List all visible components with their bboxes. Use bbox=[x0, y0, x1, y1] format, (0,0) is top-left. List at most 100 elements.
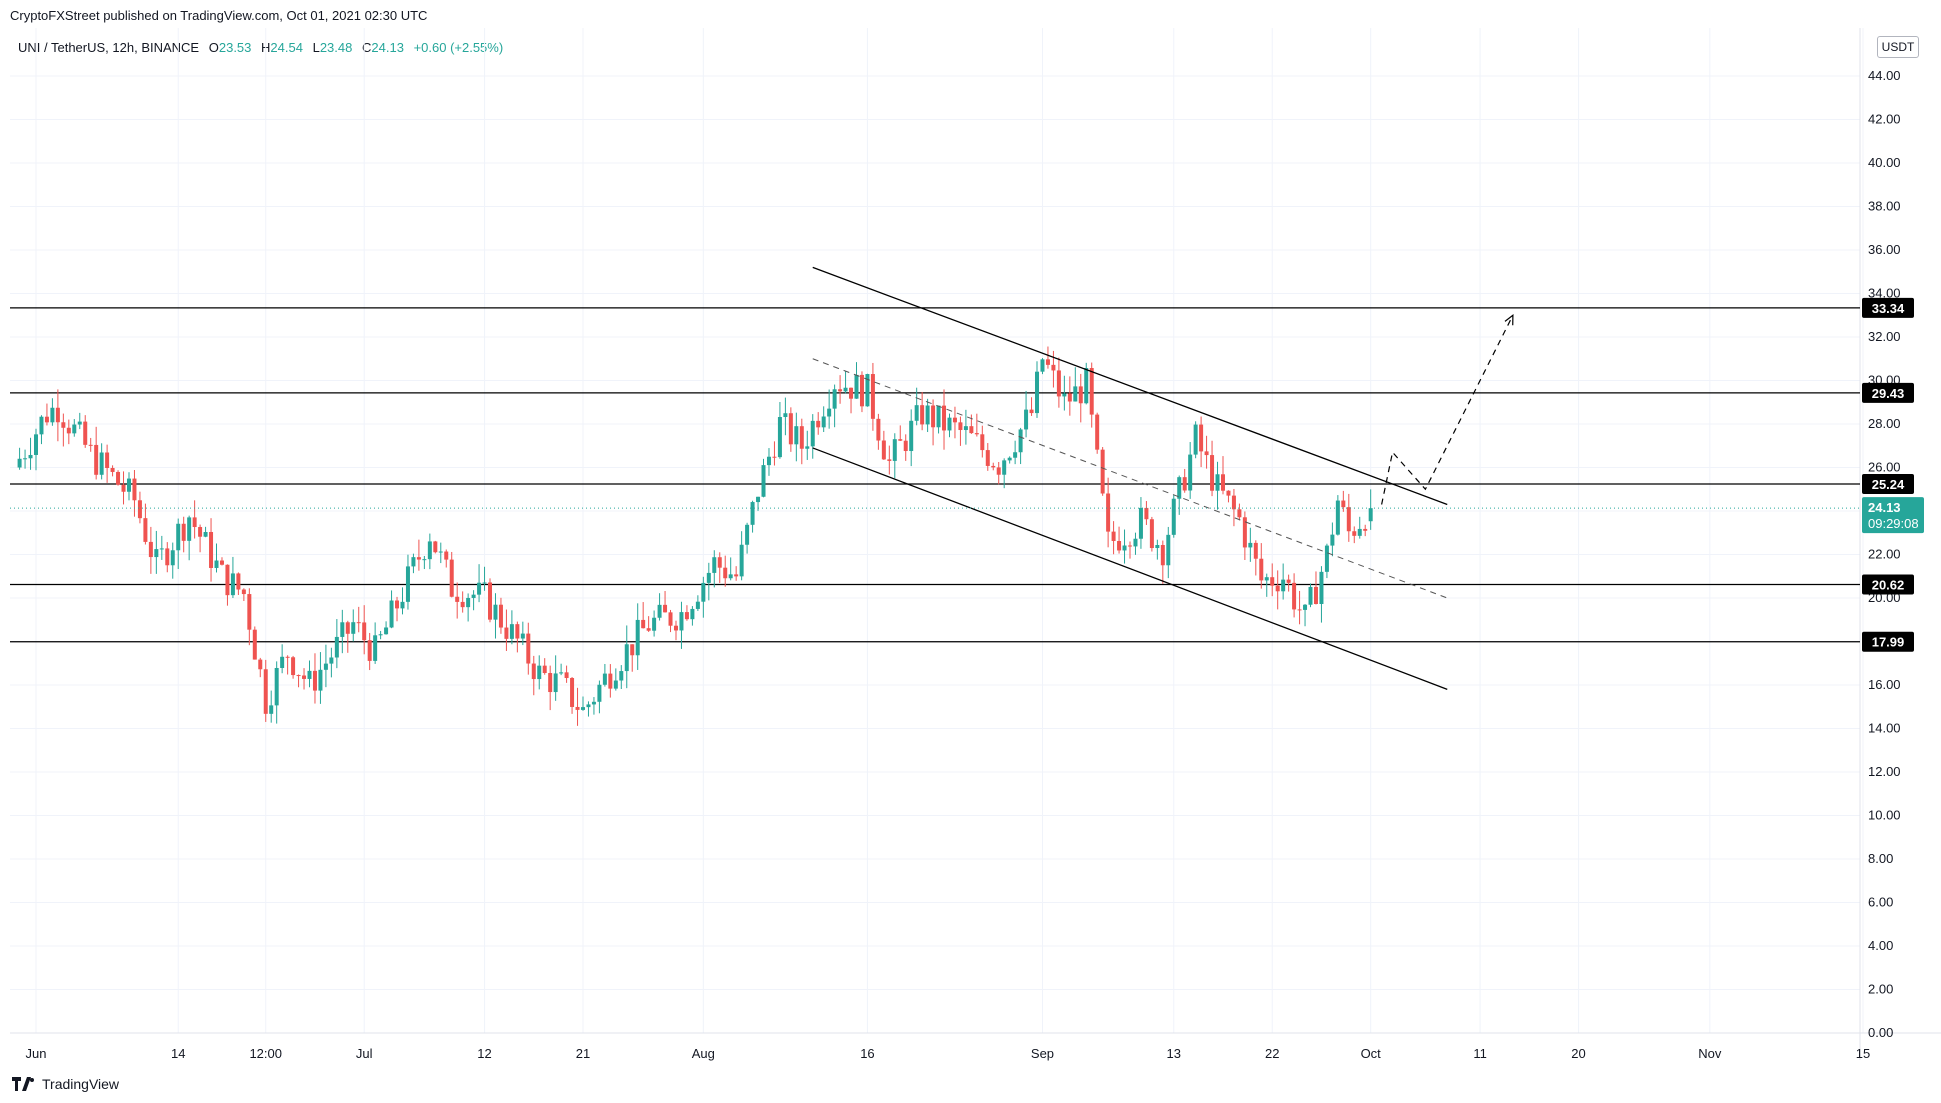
candle-body bbox=[1029, 409, 1034, 414]
candle-body bbox=[570, 678, 575, 707]
candle-body bbox=[706, 572, 711, 583]
time-tick-label: 15 bbox=[1856, 1046, 1870, 1061]
candle-body bbox=[581, 707, 585, 710]
candle-body bbox=[520, 633, 525, 639]
time-tick-label: Jul bbox=[356, 1046, 373, 1061]
candle-body bbox=[925, 405, 930, 425]
candle-body bbox=[455, 596, 460, 602]
candle-body bbox=[285, 656, 290, 658]
candle-body bbox=[209, 532, 214, 568]
candle-body bbox=[613, 680, 618, 689]
candle-body bbox=[931, 405, 936, 428]
candle-body bbox=[1106, 493, 1111, 532]
price-tick-label: 40.00 bbox=[1868, 155, 1901, 170]
price-tick-label: 16.00 bbox=[1868, 677, 1901, 692]
candle-body bbox=[1073, 386, 1078, 402]
candle-body bbox=[952, 417, 957, 423]
candle-body bbox=[488, 582, 493, 620]
candle-body bbox=[602, 673, 607, 685]
time-tick-label: 12 bbox=[477, 1046, 491, 1061]
time-tick-label: Nov bbox=[1698, 1046, 1722, 1061]
candle-body bbox=[466, 597, 471, 608]
candle-body bbox=[1248, 542, 1253, 548]
candle-body bbox=[1089, 368, 1094, 415]
time-tick-label: Oct bbox=[1361, 1046, 1382, 1061]
candle-body bbox=[701, 582, 706, 602]
candle-body bbox=[165, 548, 170, 566]
time-tick-label: 16 bbox=[860, 1046, 874, 1061]
level-tag bbox=[1862, 382, 1914, 403]
candle-body bbox=[1335, 500, 1340, 535]
candle-body bbox=[258, 659, 263, 670]
candle-body bbox=[859, 374, 864, 407]
time-tick-label: Sep bbox=[1031, 1046, 1054, 1061]
candle-body bbox=[734, 574, 739, 577]
candle-body bbox=[318, 669, 323, 691]
candle-body bbox=[766, 456, 771, 466]
trendline-channel-mid[interactable] bbox=[812, 358, 1448, 599]
candle-body bbox=[591, 701, 596, 705]
candle-body bbox=[1045, 359, 1050, 365]
candle-body bbox=[630, 644, 635, 656]
candle-body bbox=[498, 604, 503, 628]
candle-body bbox=[559, 672, 564, 674]
trendline-channel-upper[interactable] bbox=[812, 266, 1448, 506]
candle-body bbox=[1357, 528, 1362, 536]
tradingview-logo[interactable]: TradingView bbox=[12, 1076, 119, 1092]
candle-body bbox=[1264, 577, 1269, 581]
candle-body bbox=[137, 500, 142, 519]
candle-body bbox=[154, 549, 159, 558]
candle-body bbox=[1341, 500, 1346, 508]
candle-body bbox=[395, 600, 400, 609]
time-axis[interactable]: Jun 14 12:00 Jul 12 21 Aug 16 Sep 13 22 Oct 11 20 Nov 1… bbox=[26, 1046, 1871, 1061]
candle-body bbox=[756, 496, 761, 503]
candle-body bbox=[28, 454, 33, 459]
candle-body bbox=[66, 427, 71, 434]
candle-body bbox=[405, 566, 410, 602]
candle-body bbox=[963, 426, 968, 431]
candle-body bbox=[794, 426, 799, 445]
candle-body bbox=[515, 624, 520, 639]
candle-body bbox=[1363, 528, 1368, 531]
candle-body bbox=[214, 560, 219, 568]
level-tag bbox=[1862, 631, 1914, 652]
candle-body bbox=[416, 557, 421, 560]
candle-body bbox=[712, 557, 717, 573]
trendline-channel-lower[interactable] bbox=[812, 447, 1448, 690]
open-label: O bbox=[208, 40, 219, 55]
close-value: 24.13 bbox=[371, 40, 404, 55]
candle-body bbox=[985, 450, 990, 466]
candle-body bbox=[684, 612, 689, 620]
candle-body bbox=[1193, 424, 1198, 455]
candle-body bbox=[44, 416, 49, 423]
symbol-label[interactable]: UNI / TetherUS, 12h, BINANCE bbox=[18, 40, 200, 55]
candle-body bbox=[597, 684, 602, 702]
candle-body bbox=[564, 672, 569, 679]
candle-body bbox=[777, 417, 782, 458]
price-axis[interactable]: 0.00 2.00 4.00 6.00 8.00 10.00 12.00 14.00 16.00… bbox=[1868, 68, 1901, 1040]
candle-body bbox=[1281, 579, 1286, 592]
level-tag-label: 29.43 bbox=[1872, 386, 1905, 401]
candle-body bbox=[876, 418, 881, 441]
current-price-label: 24.13 bbox=[1868, 500, 1901, 515]
price-tick-label: 10.00 bbox=[1868, 808, 1901, 823]
price-tick-label: 2.00 bbox=[1868, 982, 1893, 997]
candle-body bbox=[176, 523, 181, 551]
price-tick-label: 0.00 bbox=[1868, 1025, 1893, 1040]
projection-path[interactable] bbox=[1381, 314, 1514, 505]
candle-body bbox=[761, 465, 766, 497]
chart-grid bbox=[10, 28, 1864, 1034]
candle-body bbox=[958, 422, 963, 431]
candle-body bbox=[367, 640, 372, 661]
candle-body bbox=[739, 544, 744, 577]
candle-body bbox=[1100, 449, 1105, 494]
candle-body bbox=[269, 705, 274, 714]
candle-body bbox=[77, 421, 82, 425]
candle-body bbox=[526, 633, 531, 664]
candle-body bbox=[34, 434, 38, 455]
candle-body bbox=[132, 478, 137, 501]
candle-body bbox=[816, 420, 821, 428]
currency-selector[interactable]: USDT bbox=[1877, 36, 1919, 58]
candle-body bbox=[378, 634, 383, 636]
